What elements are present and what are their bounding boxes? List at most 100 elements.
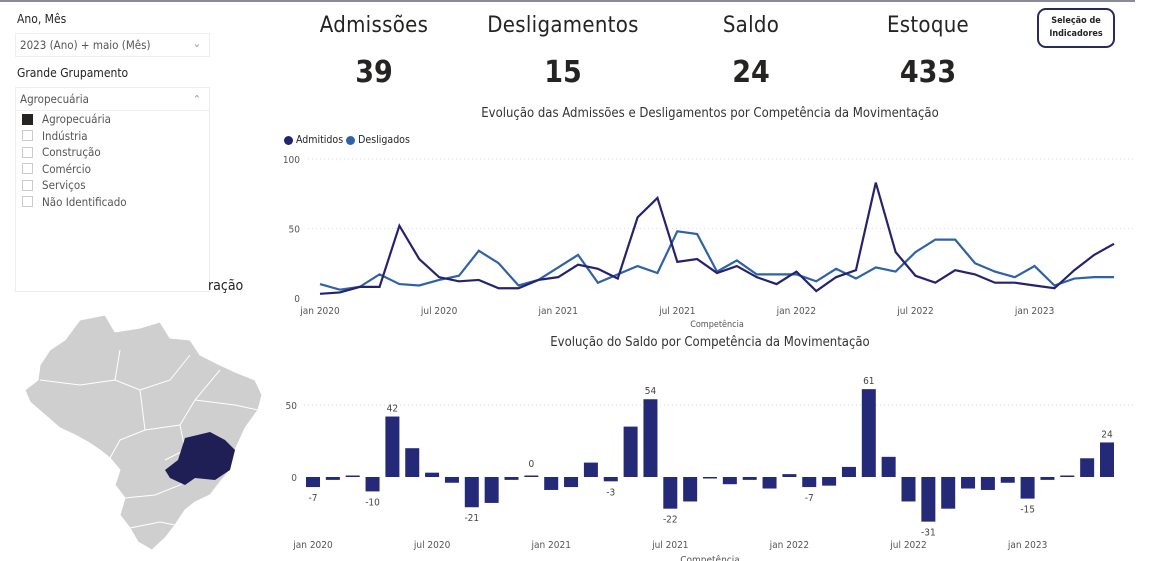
saldo-bar bbox=[742, 477, 757, 480]
bar-data-label: -10 bbox=[365, 497, 380, 508]
x-tick-label: jan 2020 bbox=[299, 306, 340, 317]
y-tick-label: 50 bbox=[289, 225, 301, 236]
saldo-bar bbox=[822, 477, 837, 486]
saldo-bar bbox=[841, 466, 856, 477]
period-dropdown-value: 2023 (Ano) + maio (Mês) bbox=[20, 38, 151, 52]
group-option[interactable]: Construção bbox=[16, 144, 209, 161]
group-option-label: Não Identificado bbox=[42, 194, 127, 209]
line-chart: 0 50 100 jan 2020 jul 2020 jan 2021 jul 2021 ja… bbox=[283, 155, 1135, 330]
bar-data-label: -7 bbox=[309, 493, 318, 504]
checkbox[interactable] bbox=[22, 196, 33, 208]
saldo-bar bbox=[484, 477, 499, 503]
saldo-bar bbox=[425, 472, 440, 477]
legend-admitidos: Admitidos bbox=[296, 134, 344, 146]
saldo-bar bbox=[722, 477, 737, 485]
saldo-bar bbox=[980, 477, 995, 490]
map-title: ração bbox=[208, 278, 244, 294]
x-tick-label: jan 2022 bbox=[776, 306, 816, 317]
bar-data-label: -31 bbox=[921, 528, 936, 539]
indicator-selection-button[interactable]: Seleção de Indicadores bbox=[1037, 8, 1115, 48]
saldo-bar bbox=[1060, 475, 1075, 477]
saldo-bar bbox=[881, 456, 896, 477]
saldo-bar bbox=[524, 475, 539, 477]
group-option[interactable]: Agropecuária bbox=[16, 111, 209, 128]
brazil-map[interactable] bbox=[20, 310, 265, 555]
bar-data-label: -22 bbox=[663, 515, 678, 526]
x-tick-label: jan 2023 bbox=[1007, 540, 1047, 551]
kpi-title: Saldo bbox=[722, 13, 780, 38]
x-tick-label: jan 2021 bbox=[530, 540, 570, 551]
checkbox[interactable] bbox=[22, 130, 33, 142]
saldo-bar bbox=[861, 389, 876, 477]
y-tick-label: 0 bbox=[291, 473, 297, 484]
saldo-bar bbox=[1020, 477, 1035, 499]
y-tick-label: 50 bbox=[286, 401, 298, 412]
saldo-bar bbox=[703, 477, 717, 479]
x-tick-label: jan 2021 bbox=[537, 306, 577, 317]
saldo-bar bbox=[782, 474, 797, 477]
group-option-label: Comércio bbox=[42, 161, 91, 176]
bar-chart-title: Evolução do Saldo por Competência da Mov… bbox=[550, 335, 870, 350]
saldo-bar bbox=[901, 477, 916, 502]
group-option[interactable]: Não Identificado bbox=[16, 194, 209, 211]
saldo-bar bbox=[405, 448, 420, 477]
group-option[interactable]: Indústria bbox=[16, 128, 209, 145]
x-axis-label: Competência bbox=[690, 319, 744, 330]
group-option-label: Agropecuária bbox=[42, 112, 111, 127]
kpi-value: 433 bbox=[899, 55, 957, 90]
kpi-value: 15 bbox=[544, 55, 582, 90]
group-option-label: Construção bbox=[42, 145, 101, 160]
bar-data-label: 54 bbox=[645, 386, 657, 397]
chevron-down-icon: ⌄ bbox=[192, 37, 201, 50]
minas-gerais-highlight[interactable] bbox=[165, 432, 235, 485]
group-dropdown[interactable]: Agropecuária ⌃ bbox=[15, 87, 210, 111]
bar-data-label: 24 bbox=[1101, 429, 1113, 440]
bar-data-label: 42 bbox=[387, 404, 398, 415]
kpi-title: Admissões bbox=[319, 13, 429, 38]
map-states[interactable] bbox=[24, 314, 263, 551]
x-tick-label: jan 2020 bbox=[292, 540, 333, 551]
group-option-label: Serviços bbox=[42, 178, 86, 193]
saldo-bar bbox=[583, 462, 598, 477]
x-tick-label: jul 2022 bbox=[889, 540, 926, 551]
saldo-bar bbox=[564, 477, 579, 488]
top-border bbox=[0, 0, 1135, 2]
saldo-bar bbox=[1000, 477, 1015, 483]
saldo-bar bbox=[643, 399, 658, 477]
group-option[interactable]: Serviços bbox=[16, 177, 209, 194]
period-filter-label: Ano, Mês bbox=[17, 12, 67, 26]
y-tick-label: 100 bbox=[283, 155, 300, 166]
bar-data-label: 61 bbox=[863, 376, 874, 387]
kpi-title: Estoque bbox=[886, 13, 970, 38]
saldo-bar bbox=[762, 477, 777, 489]
saldo-bar bbox=[444, 477, 459, 483]
saldo-bar bbox=[544, 477, 559, 490]
period-dropdown[interactable]: 2023 (Ano) + maio (Mês) ⌄ bbox=[15, 33, 210, 57]
saldo-bar bbox=[325, 477, 340, 480]
group-filter-label: Grande Grupamento bbox=[17, 66, 129, 80]
saldo-bar bbox=[663, 477, 678, 509]
x-tick-label: jul 2022 bbox=[896, 306, 933, 317]
saldo-bar bbox=[385, 416, 400, 477]
saldo-bar bbox=[921, 477, 936, 522]
saldo-bar bbox=[464, 477, 479, 508]
line-chart-legend: Admitidos Desligados bbox=[284, 134, 410, 146]
checkbox[interactable] bbox=[22, 163, 33, 175]
legend-dot-admitidos bbox=[284, 135, 293, 145]
x-tick-label: jul 2021 bbox=[658, 306, 695, 317]
x-tick-label: jan 2022 bbox=[769, 540, 809, 551]
chevron-up-icon: ⌃ bbox=[192, 93, 201, 106]
x-tick-label: jul 2020 bbox=[413, 540, 451, 551]
checkbox[interactable] bbox=[22, 146, 33, 158]
saldo-bar bbox=[306, 477, 320, 488]
saldo-bar bbox=[683, 477, 698, 502]
checkbox[interactable] bbox=[22, 179, 33, 191]
checkbox[interactable] bbox=[22, 113, 33, 125]
group-option[interactable]: Comércio bbox=[16, 161, 209, 178]
saldo-bar bbox=[941, 477, 956, 509]
x-tick-label: jul 2020 bbox=[420, 306, 458, 317]
x-tick-label: jan 2023 bbox=[1014, 306, 1054, 317]
group-dropdown-value: Agropecuária bbox=[20, 92, 89, 106]
saldo-bar bbox=[802, 477, 817, 488]
kpi-value: 24 bbox=[732, 55, 770, 90]
